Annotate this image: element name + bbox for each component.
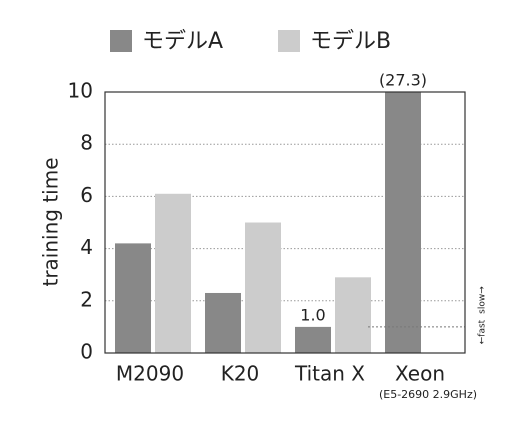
legend-swatch [278, 30, 300, 52]
value-label: (27.3) [379, 71, 427, 90]
legend-label: モデルB [310, 29, 391, 54]
y-tick-label: 6 [80, 183, 93, 207]
bar [205, 292, 241, 353]
x-tick-sublabel: (E5-2690 2.9GHz) [379, 388, 477, 401]
bar [385, 92, 421, 353]
bars [115, 92, 421, 353]
x-tick-label: Xeon [395, 362, 445, 386]
annotation: slow→ [478, 286, 488, 314]
legend-label: モデルA [142, 29, 223, 54]
bar [335, 277, 371, 353]
bar [245, 222, 281, 353]
bar [155, 193, 191, 353]
plot-frame [104, 91, 466, 354]
x-tick-label: K20 [221, 362, 260, 386]
bar [115, 243, 151, 353]
value-label: 1.0 [300, 305, 325, 324]
y-tick-label: 0 [80, 340, 93, 364]
legend-swatch [110, 30, 132, 52]
y-tick-label: 10 [68, 79, 93, 103]
y-tick-label: 2 [80, 287, 93, 311]
y-tick-label: 8 [80, 131, 93, 155]
y-tick-label: 4 [80, 235, 93, 259]
x-tick-label: Titan X [294, 362, 365, 386]
x-tick-label: M2090 [116, 362, 184, 386]
bar [295, 326, 331, 353]
annotation: ←fast [478, 319, 488, 344]
y-axis-label: training time [39, 157, 63, 286]
